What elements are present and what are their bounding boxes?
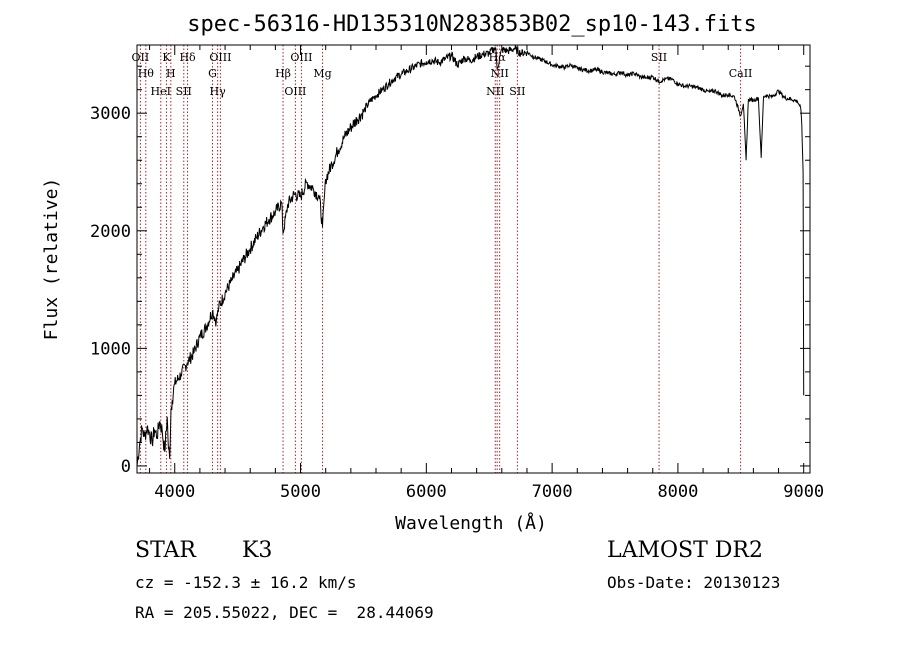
y-tick-label: 3000 <box>90 104 131 124</box>
y-tick-label: 0 <box>121 457 131 477</box>
x-axis-label: Wavelength (Å) <box>395 512 547 534</box>
spectral-line-label: Hθ <box>138 67 155 80</box>
x-tick-label: 7000 <box>532 482 573 502</box>
spectral-line-label: OIII <box>290 51 312 64</box>
object-class: STAR <box>135 538 196 563</box>
redshift-velocity: cz = -152.3 ± 16.2 km/s <box>135 573 357 592</box>
spectral-line-label: OIII <box>284 85 306 98</box>
x-tick-label: 6000 <box>406 482 447 502</box>
spectral-line-label: H <box>166 67 176 80</box>
spectral-line-label: NII <box>486 85 504 98</box>
spectral-line-label: HeI <box>151 85 171 98</box>
y-axis-label: Flux (relative) <box>41 178 62 341</box>
chart-title: spec-56316-HD135310N283853B02_sp10-143.f… <box>187 12 757 37</box>
x-axis-ticks: 4000 5000 6000 7000 8000 9000 <box>149 45 824 502</box>
x-tick-label: 9000 <box>783 482 824 502</box>
y-tick-label: 2000 <box>90 222 131 242</box>
ra-dec-coordinates: RA = 205.55022, DEC = 28.44069 <box>135 603 434 622</box>
spectral-line-markers <box>139 45 742 473</box>
x-tick-label: 4000 <box>154 482 195 502</box>
object-subclass: K3 <box>242 538 273 563</box>
survey-name: LAMOST DR2 <box>607 538 763 563</box>
spectral-line-label: SII <box>176 85 192 98</box>
spectral-line-label: Mg <box>313 67 331 80</box>
spectral-line-label: Hγ <box>210 85 227 98</box>
observation-date: Obs-Date: 20130123 <box>607 573 781 592</box>
spectral-line-label: OII <box>132 51 150 64</box>
spectral-line-label: K <box>162 51 171 64</box>
spectral-line-label: OIII <box>209 51 231 64</box>
spectral-line-label: NII <box>491 67 509 80</box>
x-tick-label: 8000 <box>657 482 698 502</box>
spectral-line-label: Hδ <box>179 51 196 64</box>
spectral-line-label: Hβ <box>275 67 291 80</box>
spectral-line-label: CaII <box>729 67 753 80</box>
spectral-line-labels: OIIHθHeIKHSIIHδGHγOIIIHβOIIIOIIIMgNIIHαN… <box>132 51 753 98</box>
spectral-line-label: SII <box>509 85 525 98</box>
spectral-line-label: Hα <box>489 51 507 64</box>
flux-series-line <box>136 45 805 466</box>
plot-frame <box>136 44 811 474</box>
y-tick-label: 1000 <box>90 339 131 359</box>
spectral-line-label: SII <box>651 51 667 64</box>
spectral-line-label: G <box>208 67 217 80</box>
x-tick-label: 5000 <box>280 482 321 502</box>
y-axis-ticks: 0 1000 2000 3000 <box>90 65 810 477</box>
